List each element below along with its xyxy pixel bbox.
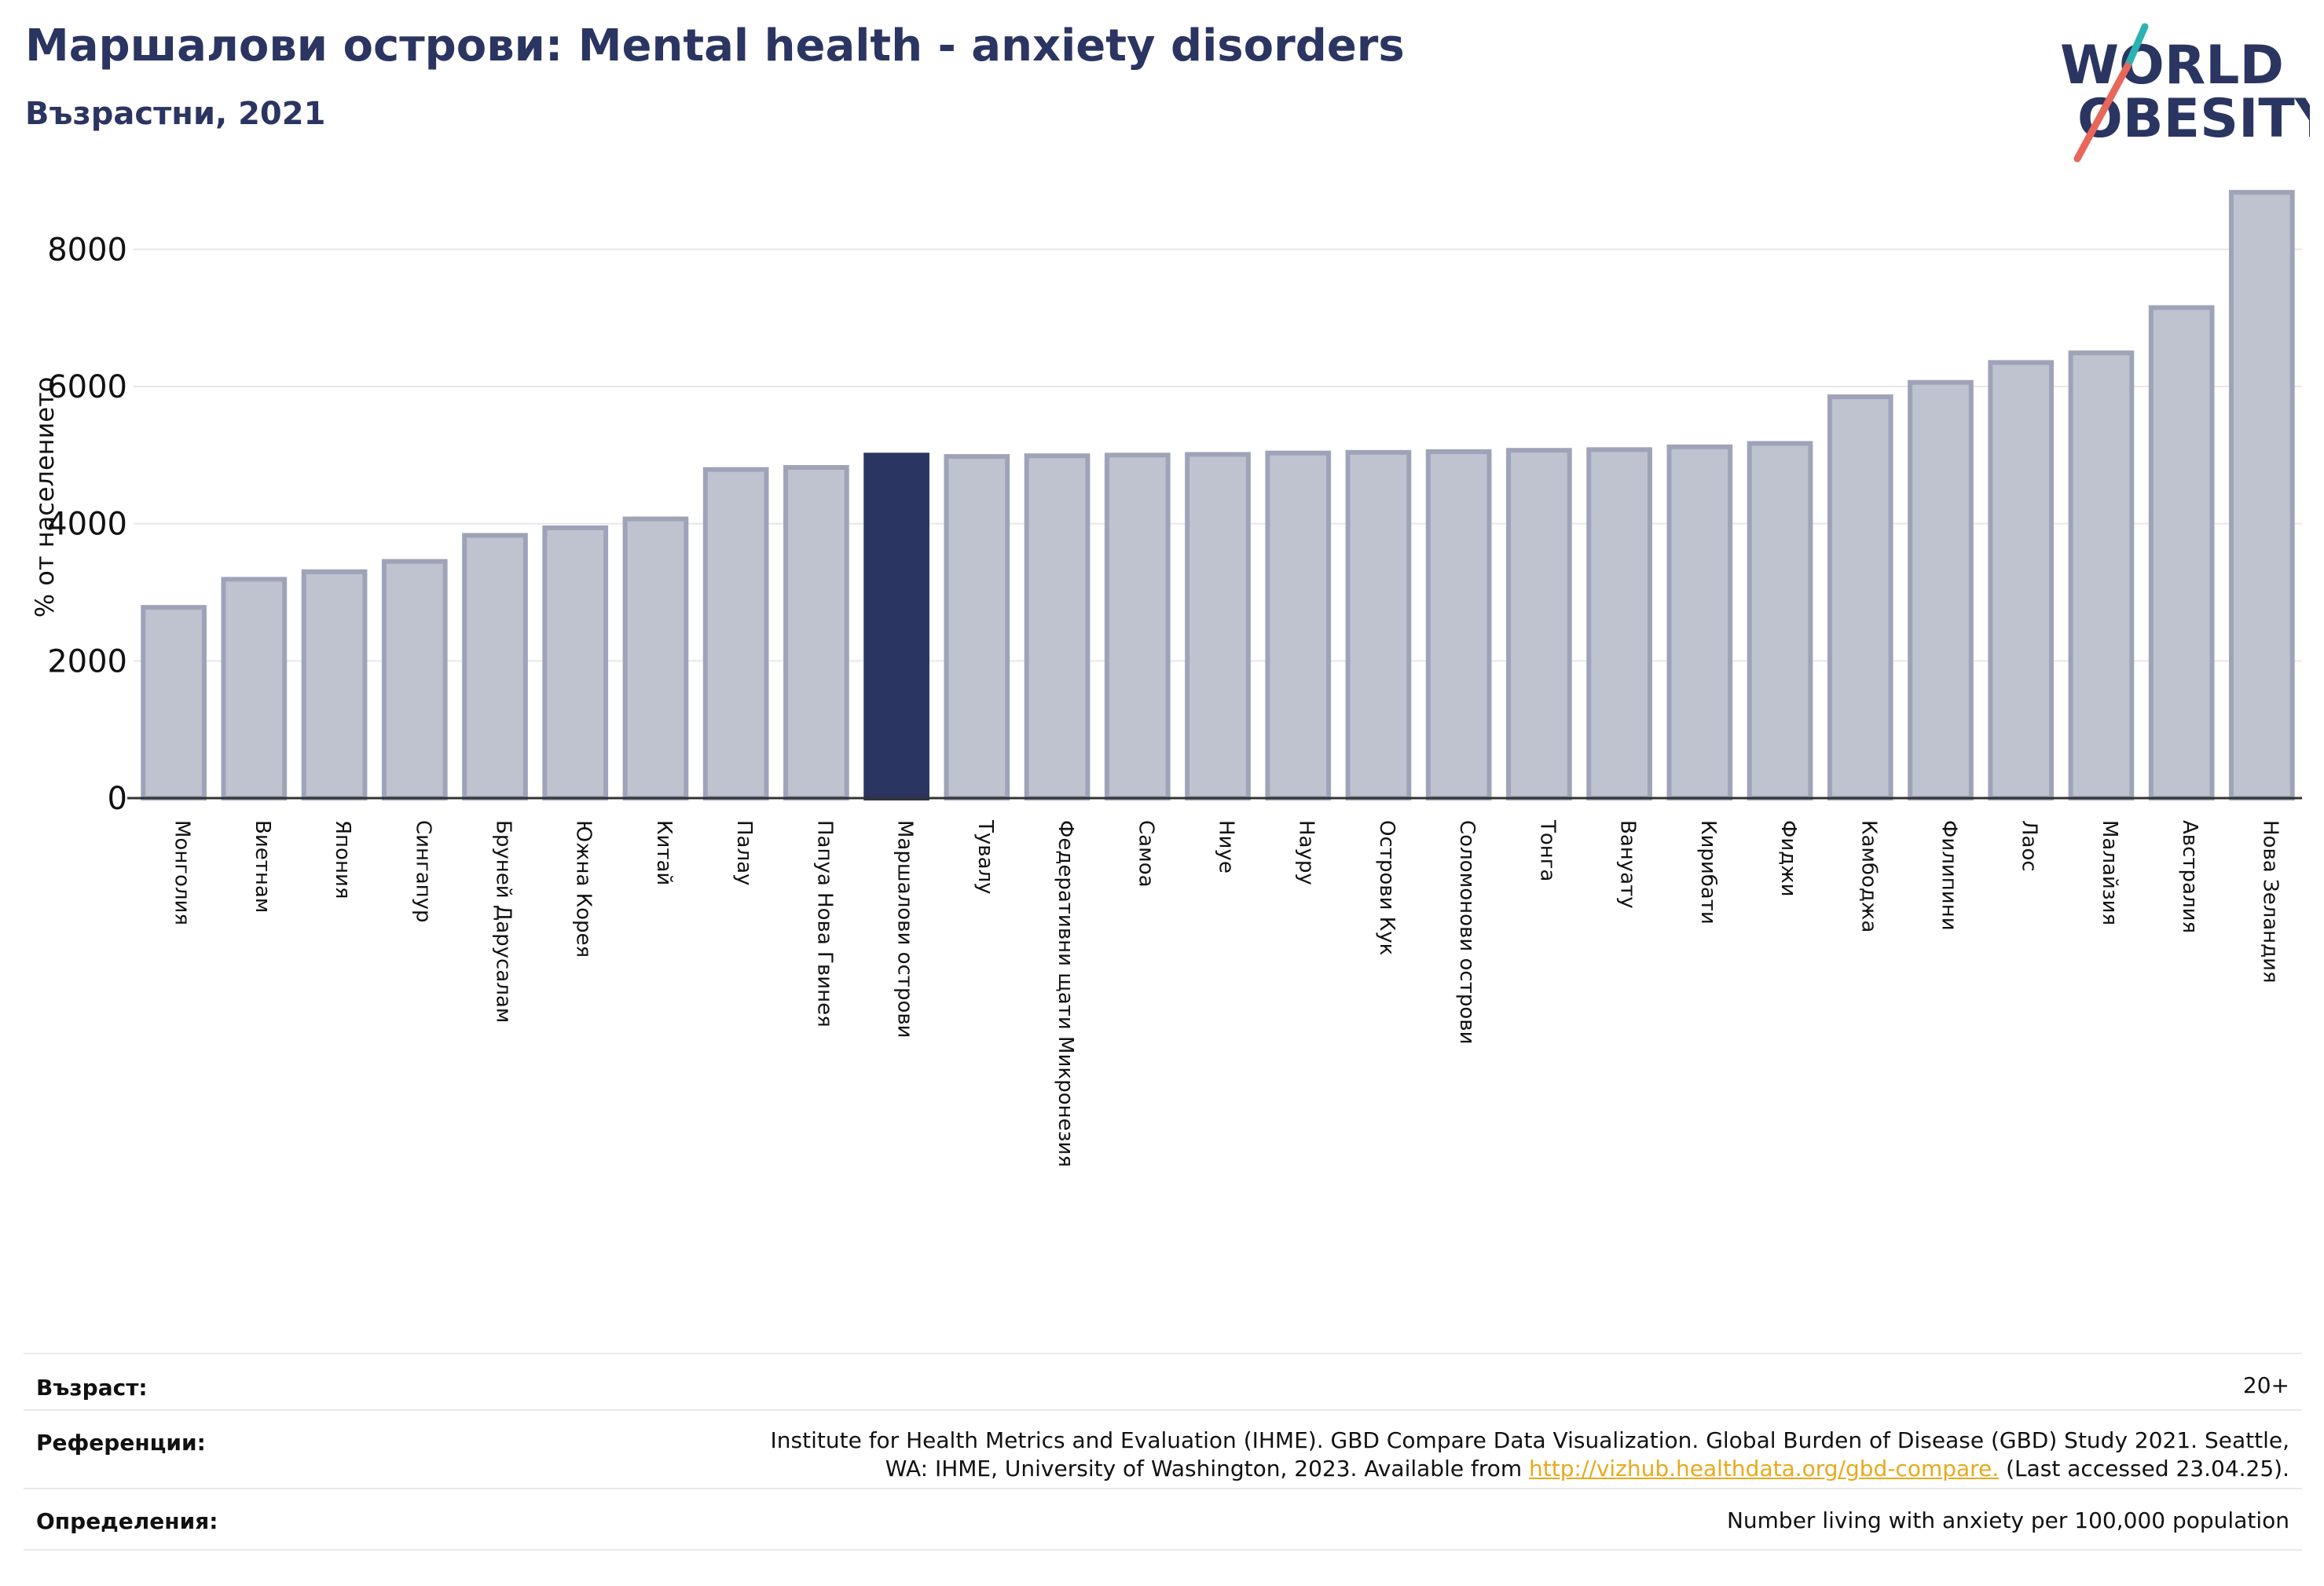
y-tick-label: 0 [108,781,127,817]
y-axis-label: % от населението [30,377,60,618]
x-tick-label: Камбоджа [1857,820,1880,932]
x-tick-label: Южна Корея [572,820,596,958]
x-tick-label: Сингапур [411,820,434,923]
x-tick-label: Австралия [2178,820,2201,933]
bar [1586,447,1652,800]
bar [622,516,689,800]
world-obesity-logo: WORLD OBESITY [2060,23,2310,163]
definitions-value: Number living with anxiety per 100,000 p… [1726,1507,2289,1533]
bar [1104,452,1171,800]
y-tick-label: 6000 [47,369,127,405]
bar [2148,305,2215,801]
bar [2229,189,2295,800]
x-tick-label: Монголия [170,820,194,925]
y-tick-label: 2000 [47,643,127,679]
bar [1024,453,1091,800]
x-tick-label: Вануату [1616,820,1640,909]
bar [2068,350,2135,800]
bar [381,559,448,800]
x-tick-label: Федеративни щати Микронезия [1054,820,1077,1167]
x-tick-label: Самоа [1134,820,1157,888]
x-tick-label: Нова Зеландия [2258,820,2282,983]
logo-line1: WORLD [2060,35,2284,97]
bar [702,467,769,800]
x-tick-label: Ниуе [1215,820,1238,874]
bar [221,577,288,800]
x-tick-labels: Монголия Виетнам Япония Сингапур Бруней Дару… [170,819,2282,1167]
logo-teal-slash [2124,23,2149,70]
bar [1988,360,2055,800]
bar [141,605,207,800]
bar [1265,450,1332,800]
age-label: Възраст: [36,1375,148,1401]
footer-row-age: Възраст: 20+ [24,1353,2302,1411]
x-tick-label: Маршалови острови [893,820,917,1038]
footer-row-definitions: Определения: Number living with anxiety … [24,1488,2302,1551]
references-line2: WA: IHME, University of Washington, 2023… [885,1456,2289,1482]
bar-highlight [863,452,929,800]
bar [1747,441,1813,801]
x-tick-label: Острови Кук [1375,820,1398,955]
references-line1: Institute for Health Metrics and Evaluat… [770,1427,2289,1453]
x-tick-label: Палау [732,820,756,885]
y-tick-labels: 0 2000 4000 6000 8000 [47,232,127,817]
y-tick-label: 4000 [47,507,127,543]
x-tick-label: Китай [652,820,676,885]
x-tick-label: Науру [1295,820,1318,885]
bar [1185,452,1251,801]
age-value: 20+ [2242,1372,2289,1398]
bar [783,465,849,800]
bar [1506,448,1572,800]
references-link[interactable]: http://vizhub.healthdata.org/gbd-compare… [1529,1456,2000,1482]
bar [301,569,368,800]
x-tick-label: Тувалу [973,819,997,895]
bar-chart: 0 2000 4000 6000 8000 Монголия Виетнам Япония С… [30,189,2302,1167]
x-tick-label: Папуа Нова Гвинея [812,820,836,1027]
bar [944,454,1010,801]
logo-red-slash [2073,62,2132,163]
bar [542,525,609,800]
x-tick-label: Филипини [1937,820,1961,931]
x-tick-label: Кирибати [1696,820,1720,925]
chart-subtitle: Възрастни, 2021 [25,96,326,132]
y-tick-label: 8000 [47,232,127,268]
x-tick-label: Виетнам [251,820,274,913]
bars [141,189,2295,801]
x-tick-label: Фиджи [1776,820,1800,897]
x-tick-label: Лаос [2018,820,2041,872]
logo-line2: OBESITY [2077,88,2310,150]
x-tick-label: Япония [331,820,354,899]
footer-row-references: Референции: Institute for Health Metrics… [24,1409,2302,1489]
references-value: Institute for Health Metrics and Evaluat… [771,1427,2289,1483]
references-label: Референции: [36,1430,206,1456]
bar [1827,394,1893,800]
bar [462,533,528,800]
x-tick-label: Соломонови острови [1455,820,1479,1044]
bar [1666,444,1733,800]
x-tick-label: Бруней Дарусалам [492,820,515,1023]
chart-title: Маршалови острови: Mental health - anxie… [25,20,1405,71]
bar [1345,449,1412,801]
bar [1908,379,1974,800]
bar [1425,449,1492,800]
x-tick-label: Тонга [1535,819,1559,881]
x-tick-label: Малайзия [2098,820,2121,925]
definitions-label: Определения: [36,1508,218,1534]
